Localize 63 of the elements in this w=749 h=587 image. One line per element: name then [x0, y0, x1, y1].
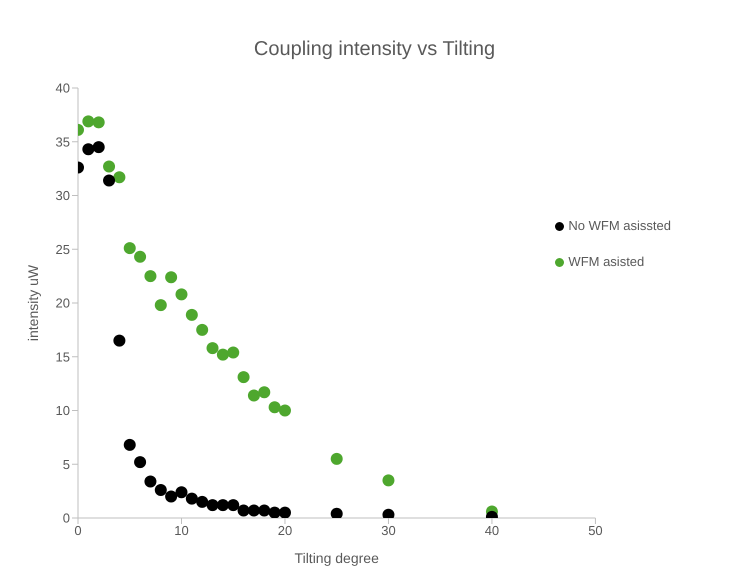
point [82, 143, 94, 156]
point [186, 308, 198, 321]
point [92, 116, 105, 128]
x-tick-label: 20 [278, 523, 292, 538]
point [227, 499, 240, 512]
point [330, 452, 343, 465]
x-tick-label: 10 [174, 523, 189, 538]
chart-title: Coupling intensity vs Tilting [252, 37, 496, 62]
y-tick-label: 25 [56, 242, 70, 257]
point [238, 371, 250, 384]
y-tick-label: 10 [56, 403, 70, 418]
point [238, 504, 250, 516]
y-tick-label: 0 [62, 510, 70, 526]
point [186, 492, 198, 505]
point [124, 242, 136, 254]
point [113, 334, 126, 347]
x-tick-label: 50 [588, 523, 603, 538]
point [134, 456, 146, 468]
y-axis-title: intensity uW [24, 264, 41, 342]
y-tick-label: 40 [56, 80, 70, 96]
point [134, 250, 146, 263]
x-tick-label: 30 [381, 523, 396, 538]
point [216, 499, 229, 512]
point [196, 496, 208, 508]
point [268, 506, 281, 518]
point [248, 504, 260, 516]
point [165, 271, 178, 284]
point [216, 348, 229, 361]
point [278, 404, 291, 416]
point [154, 484, 167, 496]
point [196, 324, 208, 336]
y-tick-label: 30 [56, 188, 70, 204]
legend-label: No WFM asissted [568, 218, 671, 233]
legend-label: WFM asisted [568, 254, 644, 269]
point [248, 389, 260, 402]
point [227, 346, 240, 358]
point [206, 342, 219, 354]
point [258, 504, 270, 516]
y-tick-label: 20 [56, 296, 70, 311]
point [165, 490, 178, 502]
point [175, 288, 188, 300]
point [144, 270, 156, 282]
point [258, 386, 270, 398]
point [144, 475, 156, 488]
point [103, 174, 116, 186]
point [268, 401, 281, 414]
y-tick-label: 15 [56, 349, 70, 364]
point [124, 438, 136, 451]
point [103, 160, 116, 172]
point [92, 141, 105, 154]
point [382, 474, 394, 486]
x-tick-label: 0 [74, 523, 82, 538]
x-tick-label: 40 [484, 523, 500, 538]
x-axis-title: Tilting degree [294, 550, 380, 566]
point [278, 506, 291, 518]
y-tick-label: 5 [62, 456, 70, 472]
point [175, 486, 188, 498]
point [154, 299, 167, 312]
point [330, 508, 343, 518]
point [206, 499, 219, 512]
point [113, 171, 126, 184]
y-tick-label: 35 [56, 134, 70, 150]
point [82, 115, 94, 128]
